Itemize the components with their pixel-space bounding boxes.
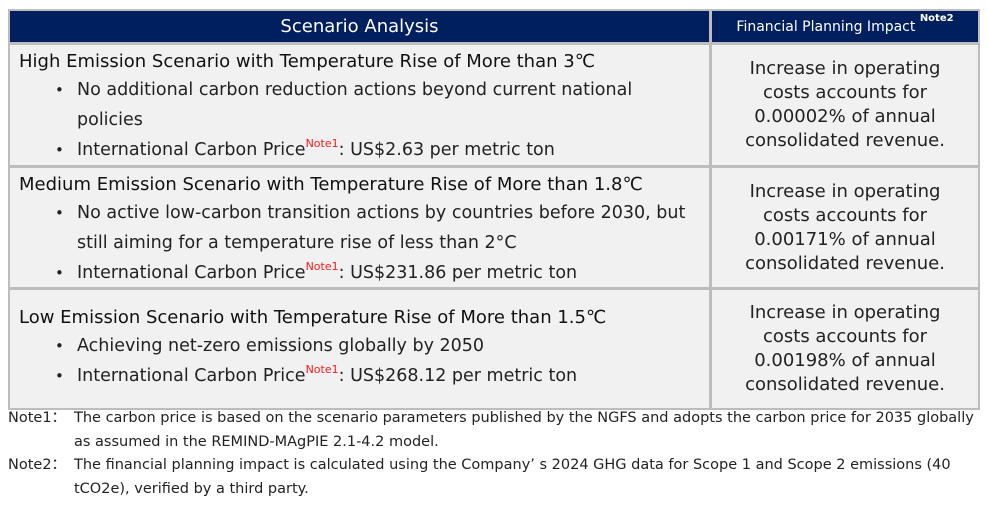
- impact-text: Increase in operating costs accounts for…: [745, 302, 945, 395]
- bullet-text: No additional carbon reduction actions b…: [77, 80, 633, 130]
- carbon-price-value: : US$268.12 per metric ton: [338, 366, 578, 386]
- impact-text: Increase in operating costs accounts for…: [745, 180, 945, 274]
- bullet-icon: •: [55, 264, 64, 282]
- bullet-icon: •: [55, 81, 64, 99]
- bullet-text: Achieving net-zero emissions globally by…: [77, 336, 485, 356]
- table-row-medium-emission: Medium Emission Scenario with Temperatur…: [10, 165, 978, 287]
- header-financial-impact: Financial Planning Impact Note2: [712, 11, 978, 42]
- bullet-icon: •: [55, 204, 64, 222]
- impact-cell: Increase in operating costs accounts for…: [712, 168, 978, 287]
- scenario-bullets: • No active low-carbon transition actions…: [19, 198, 701, 290]
- footnote-1: Note1： The carbon price is based on the …: [8, 407, 983, 454]
- bullet-item: • Achieving net-zero emissions globally b…: [55, 331, 701, 361]
- carbon-price-label: International Carbon Price: [77, 366, 306, 386]
- note1-ref: Note1: [305, 137, 339, 150]
- scenario-bullets: • No additional carbon reduction actions …: [19, 75, 701, 167]
- bullet-icon: •: [55, 141, 64, 159]
- bullet-icon: •: [55, 337, 64, 355]
- header-scenario-analysis: Scenario Analysis: [10, 11, 712, 42]
- footnote-label: Note1：: [8, 410, 67, 426]
- scenario-title: Low Emission Scenario with Temperature R…: [19, 307, 607, 328]
- bullet-item: • International Carbon PriceNote1: US$231…: [55, 258, 701, 290]
- table-row-low-emission: Low Emission Scenario with Temperature R…: [10, 287, 978, 408]
- table-header: Scenario Analysis Financial Planning Imp…: [10, 11, 978, 42]
- header-note2-ref: Note2: [919, 13, 954, 24]
- carbon-price-value: : US$2.63 per metric ton: [338, 140, 555, 160]
- footnote-text: The carbon price is based on the scenari…: [74, 410, 974, 450]
- bullet-text: No active low-carbon transition actions …: [77, 203, 686, 253]
- footnote-label: Note2：: [8, 457, 67, 473]
- bullet-item: • International Carbon PriceNote1: US$2.6…: [55, 135, 701, 167]
- impact-text: Increase in operating costs accounts for…: [745, 58, 945, 151]
- note1-ref: Note1: [305, 260, 339, 273]
- bullet-item: • No additional carbon reduction actions …: [55, 75, 701, 135]
- carbon-price-label: International Carbon Price: [77, 140, 306, 160]
- scenario-table: Scenario Analysis Financial Planning Imp…: [8, 9, 980, 410]
- scenario-title: Medium Emission Scenario with Temperatur…: [19, 174, 643, 195]
- scenario-title: High Emission Scenario with Temperature …: [19, 51, 595, 72]
- scenario-cell: High Emission Scenario with Temperature …: [10, 45, 712, 165]
- bullet-item: • No active low-carbon transition actions…: [55, 198, 701, 258]
- bullet-item: • International Carbon PriceNote1: US$268…: [55, 361, 701, 393]
- footnote-2: Note2： The financial planning impact is …: [8, 454, 983, 501]
- scenario-cell: Medium Emission Scenario with Temperatur…: [10, 168, 712, 287]
- bullet-icon: •: [55, 367, 64, 385]
- impact-cell: Increase in operating costs accounts for…: [712, 290, 978, 408]
- carbon-price-label: International Carbon Price: [77, 263, 306, 283]
- table-row-high-emission: High Emission Scenario with Temperature …: [10, 42, 978, 165]
- scenario-cell: Low Emission Scenario with Temperature R…: [10, 290, 712, 408]
- scenario-bullets: • Achieving net-zero emissions globally b…: [19, 331, 701, 393]
- footnote-text: The financial planning impact is calcula…: [74, 457, 951, 497]
- header-financial-impact-label: Financial Planning Impact: [736, 19, 916, 35]
- footnotes: Note1： The carbon price is based on the …: [8, 407, 983, 501]
- impact-cell: Increase in operating costs accounts for…: [712, 45, 978, 165]
- note1-ref: Note1: [305, 363, 339, 376]
- carbon-price-value: : US$231.86 per metric ton: [338, 263, 578, 283]
